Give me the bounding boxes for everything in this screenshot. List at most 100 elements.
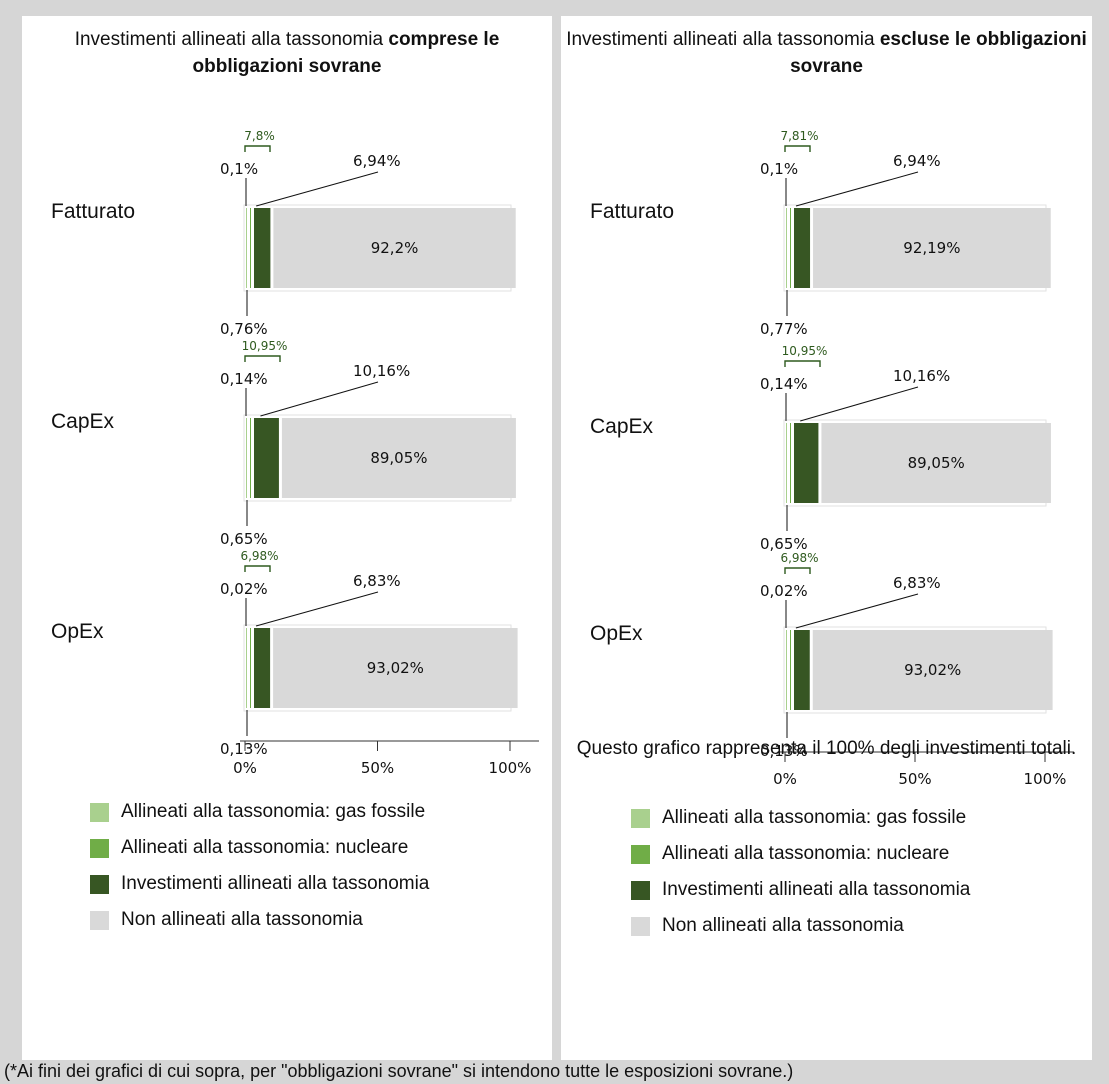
chart-panel-right: Investimenti allineati alla tassonomia e… xyxy=(561,16,1092,1060)
legend-label: Allineati alla tassonomia: gas fossile xyxy=(662,807,967,828)
bar-segment-non-aligned xyxy=(273,208,516,288)
bar-segment-aligned xyxy=(794,630,810,710)
chart-title-right: Investimenti allineati alla tassonomia e… xyxy=(561,26,1092,80)
data-label: 0,76% xyxy=(220,320,268,338)
legend-item: Allineati alla tassonomia: nucleare xyxy=(631,836,970,872)
legend-swatch-non-aligned xyxy=(90,910,109,930)
data-label: 6,94% xyxy=(353,152,401,170)
legend-item: Non allineati alla tassonomia xyxy=(90,902,429,938)
data-label: 0,1% xyxy=(760,160,798,178)
bar-segment-non-aligned xyxy=(821,423,1051,503)
data-label: 6,83% xyxy=(353,572,401,590)
bar-segment-gas xyxy=(246,208,247,288)
category-label: CapEx xyxy=(590,415,654,438)
total-aligned-label: 7,8% xyxy=(244,129,275,143)
bar-segment-nuclear xyxy=(250,418,251,498)
total-aligned-label: 10,95% xyxy=(782,344,828,358)
legend-swatch-nuclear xyxy=(631,844,650,864)
data-label: 0,14% xyxy=(760,375,808,393)
bar-segment-non-aligned xyxy=(281,418,516,498)
x-tick-label: 100% xyxy=(1024,770,1067,788)
bar-segment-nuclear xyxy=(790,423,791,503)
bar-segment-aligned xyxy=(794,423,819,503)
bar-segment-gas xyxy=(246,418,247,498)
bar-segment-non-aligned xyxy=(813,208,1051,288)
bar-segment-gas xyxy=(246,628,247,708)
legend-item: Allineati alla tassonomia: gas fossile xyxy=(90,794,429,830)
leader-line xyxy=(795,593,919,629)
legend-label: Investimenti allineati alla tassonomia xyxy=(662,879,971,900)
total-aligned-bracket xyxy=(784,360,821,367)
data-label: 6,83% xyxy=(893,574,941,592)
chart-title-prefix: Investimenti allineati alla tassonomia xyxy=(566,29,880,50)
legend-item: Allineati alla tassonomia: gas fossile xyxy=(631,800,970,836)
legend-right: Allineati alla tassonomia: gas fossile A… xyxy=(631,800,970,944)
data-label: 0,14% xyxy=(220,370,268,388)
data-label: 0,02% xyxy=(760,582,808,600)
total-aligned-label: 7,81% xyxy=(780,129,818,143)
bar-chart-right: Fatturato 92,19% 7,81% 0,1% 6,94% 0,77% CapEx 8… xyxy=(590,129,1074,788)
category-label: OpEx xyxy=(51,620,104,643)
bar-segment-gas xyxy=(786,423,787,503)
data-label: 92,2% xyxy=(371,239,419,257)
bar-segment-nuclear xyxy=(790,630,791,710)
total-aligned-label: 10,95% xyxy=(242,339,288,353)
legend-swatch-aligned xyxy=(90,874,109,894)
data-label: 93,02% xyxy=(367,659,424,677)
x-tick-label: 50% xyxy=(361,759,394,777)
chart-title-prefix: Investimenti allineati alla tassonomia xyxy=(74,29,389,50)
x-tick-label: 0% xyxy=(233,759,257,777)
total-aligned-bracket xyxy=(784,567,811,574)
chart-note: Questo grafico rappresenta il 100% degli… xyxy=(576,738,1077,759)
leader-line xyxy=(260,381,379,417)
bar-segment-aligned xyxy=(254,628,271,708)
category-label: Fatturato xyxy=(590,200,674,223)
bar-segment-nuclear xyxy=(250,208,251,288)
data-label: 0,13% xyxy=(760,742,808,760)
bar-segment-aligned xyxy=(254,418,279,498)
total-aligned-bracket xyxy=(784,145,811,152)
data-label: 0,77% xyxy=(760,320,808,338)
category-label: CapEx xyxy=(51,410,115,433)
data-label: 89,05% xyxy=(370,449,427,467)
data-label: 89,05% xyxy=(908,454,965,472)
bar-segment-aligned xyxy=(254,208,271,288)
legend-item: Investimenti allineati alla tassonomia xyxy=(631,872,970,908)
bar-segment-nuclear xyxy=(250,628,251,708)
legend-label: Allineati alla tassonomia: nucleare xyxy=(662,843,950,864)
total-aligned-label: 6,98% xyxy=(780,551,818,565)
bar-segment-gas xyxy=(786,630,787,710)
data-label: 92,19% xyxy=(903,239,960,257)
legend-label: Non allineati alla tassonomia xyxy=(662,915,904,936)
chart-title-bold: compres​e le obbligazioni sovrane xyxy=(192,29,500,77)
legend-label: Allineati alla tassonomia: nucleare xyxy=(121,837,409,858)
legend-swatch-gas xyxy=(90,802,109,822)
legend-swatch-nuclear xyxy=(90,838,109,858)
data-label: 10,16% xyxy=(893,367,950,385)
legend-item: Allineati alla tassonomia: nucleare xyxy=(90,830,429,866)
x-tick-label: 50% xyxy=(898,770,931,788)
category-label: OpEx xyxy=(590,622,643,645)
legend-item: Non allineati alla tassonomia xyxy=(631,908,970,944)
bar-segment-gas xyxy=(786,208,787,288)
data-label: 0,65% xyxy=(220,530,268,548)
leader-line xyxy=(795,171,919,207)
total-aligned-bracket xyxy=(244,565,271,572)
data-label: 6,94% xyxy=(893,152,941,170)
data-label: 10,16% xyxy=(353,362,410,380)
data-label: 0,65% xyxy=(760,535,808,553)
bar-segment-non-aligned xyxy=(273,628,518,708)
legend-label: Investimenti allineati alla tassonomia xyxy=(121,873,430,894)
bar-chart-left: Fatturato 92,2% 7,8% 0,1% 6,94% 0,76% CapEx 89,… xyxy=(51,129,539,777)
legend-left: Allineati alla tassonomia: gas fossile A… xyxy=(90,794,429,938)
bar-segment-non-aligned xyxy=(812,630,1053,710)
legend-label: Allineati alla tassonomia: gas fossile xyxy=(121,801,426,822)
data-label: 0,02% xyxy=(220,580,268,598)
category-label: Fatturato xyxy=(51,200,135,223)
data-label: 0,13% xyxy=(220,740,268,758)
legend-swatch-aligned xyxy=(631,880,650,900)
chart-title-left: Investimenti allineati alla tassonomia c… xyxy=(22,26,552,80)
legend-swatch-non-aligned xyxy=(631,916,650,936)
leader-line xyxy=(800,386,919,422)
leader-line xyxy=(256,171,379,207)
